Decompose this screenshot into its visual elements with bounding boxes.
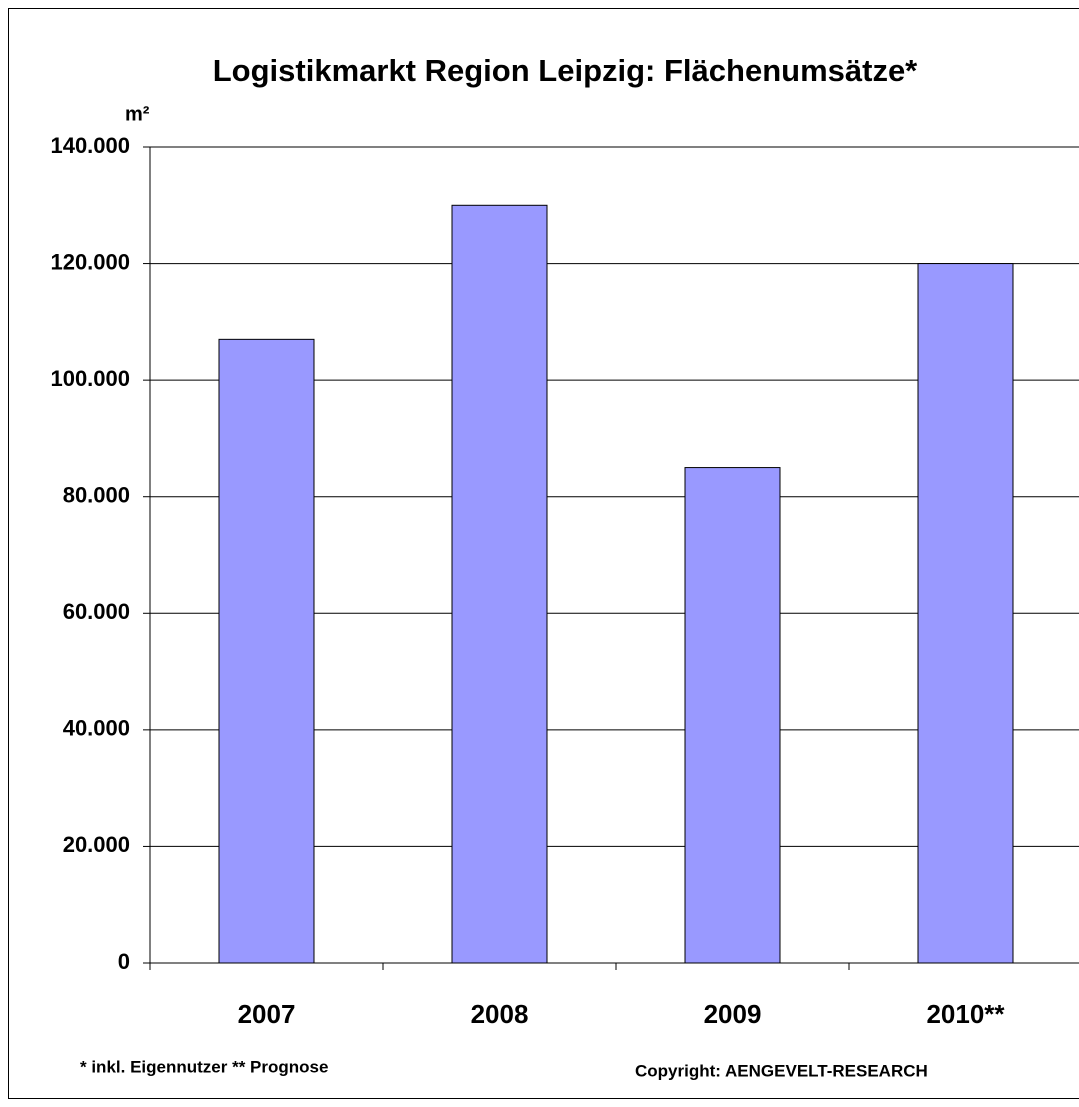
x-tick-label: 2008 [471,999,529,1029]
bar [451,204,548,964]
bar [684,467,781,964]
y-tick-label: 40.000 [63,716,130,741]
bar [218,338,315,964]
copyright: Copyright: AENGEVELT-RESEARCH [635,1061,928,1080]
bar [917,263,1014,964]
y-tick-label: 20.000 [63,832,130,857]
y-tick-label: 120.000 [50,249,130,274]
x-tick-label: 2007 [238,999,296,1029]
y-axis-label: m² [125,103,150,125]
y-tick-label: 0 [118,949,130,974]
y-tick-label: 140.000 [50,133,130,158]
y-tick-label: 80.000 [63,483,130,508]
x-tick-label: 2010** [926,999,1005,1029]
x-tick-label: 2009 [704,999,762,1029]
y-tick-label: 100.000 [50,366,130,391]
y-tick-label: 60.000 [63,599,130,624]
footnote: * inkl. Eigennutzer ** Prognose [80,1057,328,1076]
chart-title: Logistikmarkt Region Leipzig: Flächenums… [213,53,918,88]
